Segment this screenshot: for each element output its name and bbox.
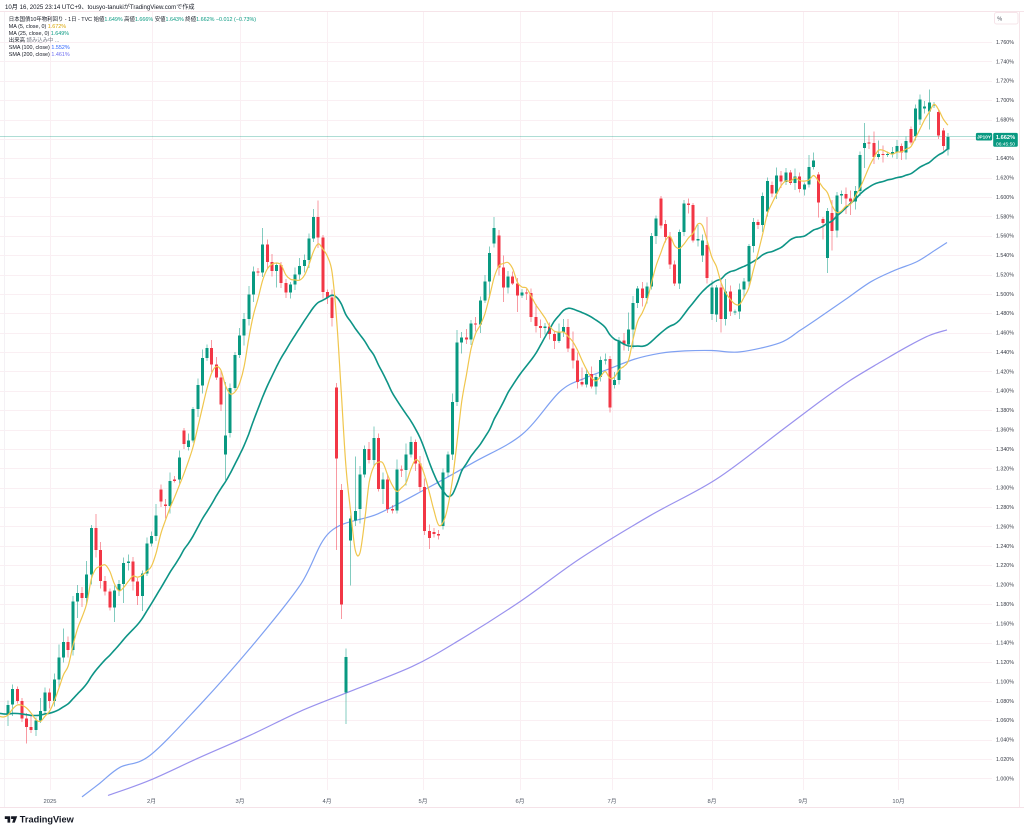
svg-text:1.700%: 1.700% [996, 98, 1014, 104]
svg-text:1.520%: 1.520% [996, 273, 1014, 279]
svg-text:1.340%: 1.340% [996, 447, 1014, 453]
svg-text:1.580%: 1.580% [996, 214, 1014, 220]
svg-text:6月: 6月 [515, 798, 524, 805]
svg-text:出来高 読み込み中 ...: 出来高 読み込み中 ... [9, 36, 60, 44]
svg-text:1.662%: 1.662% [996, 135, 1015, 141]
svg-text:TradingView: TradingView [20, 815, 75, 825]
svg-text:9月: 9月 [798, 798, 807, 805]
svg-text:5月: 5月 [418, 798, 427, 805]
svg-text:1.000%: 1.000% [996, 776, 1014, 782]
svg-text:1.020%: 1.020% [996, 757, 1014, 763]
svg-text:1.160%: 1.160% [996, 621, 1014, 627]
svg-text:3月: 3月 [235, 798, 244, 805]
svg-text:1.760%: 1.760% [996, 40, 1014, 46]
svg-text:8月: 8月 [707, 798, 716, 805]
svg-text:1.480%: 1.480% [996, 311, 1014, 317]
svg-text:JP10Y: JP10Y [977, 135, 992, 140]
svg-text:1.460%: 1.460% [996, 331, 1014, 337]
svg-text:1.440%: 1.440% [996, 350, 1014, 356]
svg-text:1.560%: 1.560% [996, 234, 1014, 240]
svg-text:10月: 10月 [892, 798, 904, 805]
svg-text:1.040%: 1.040% [996, 738, 1014, 744]
svg-text:1.380%: 1.380% [996, 408, 1014, 414]
svg-text:4月: 4月 [322, 798, 331, 805]
svg-text:MA (5, close, 0) 1.672%: MA (5, close, 0) 1.672% [9, 24, 66, 30]
svg-text:1.620%: 1.620% [996, 176, 1014, 182]
svg-text:1.200%: 1.200% [996, 583, 1014, 589]
svg-text:1.500%: 1.500% [996, 292, 1014, 298]
svg-text:SMA (200, close) 1.461%: SMA (200, close) 1.461% [9, 52, 70, 58]
svg-text:1.240%: 1.240% [996, 544, 1014, 550]
svg-text:06:45:50: 06:45:50 [996, 142, 1015, 148]
svg-text:1.400%: 1.400% [996, 389, 1014, 395]
svg-text:1.600%: 1.600% [996, 195, 1014, 201]
svg-text:1.060%: 1.060% [996, 718, 1014, 724]
svg-text:1.100%: 1.100% [996, 679, 1014, 685]
svg-text:7月: 7月 [607, 798, 616, 805]
svg-text:1.420%: 1.420% [996, 369, 1014, 375]
svg-text:1.360%: 1.360% [996, 428, 1014, 434]
svg-text:1.680%: 1.680% [996, 117, 1014, 123]
svg-text:10月 16, 2025 23:14 UTC+9、tousy: 10月 16, 2025 23:14 UTC+9、tousyo-tanukiがT… [5, 3, 195, 11]
svg-text:1.740%: 1.740% [996, 59, 1014, 65]
svg-text:1.180%: 1.180% [996, 602, 1014, 608]
svg-text:1.720%: 1.720% [996, 79, 1014, 85]
svg-text:2025: 2025 [44, 799, 57, 805]
svg-text:1.260%: 1.260% [996, 524, 1014, 530]
svg-text:%: % [997, 16, 1002, 22]
svg-text:1.140%: 1.140% [996, 641, 1014, 647]
svg-text:1.080%: 1.080% [996, 699, 1014, 705]
svg-text:1.320%: 1.320% [996, 466, 1014, 472]
svg-text:SMA (100, close) 1.552%: SMA (100, close) 1.552% [9, 45, 70, 51]
svg-text:2月: 2月 [147, 798, 156, 805]
svg-text:1.300%: 1.300% [996, 486, 1014, 492]
svg-text:日本国債10年物利回り - 1日 - TVC 始値1.649: 日本国債10年物利回り - 1日 - TVC 始値1.649% 高値1.666%… [9, 15, 256, 23]
svg-text:1.220%: 1.220% [996, 563, 1014, 569]
svg-text:1.540%: 1.540% [996, 253, 1014, 259]
svg-text:1.640%: 1.640% [996, 156, 1014, 162]
svg-text:1.280%: 1.280% [996, 505, 1014, 511]
svg-text:1.120%: 1.120% [996, 660, 1014, 666]
svg-text:MA (25, close, 0) 1.649%: MA (25, close, 0) 1.649% [9, 31, 69, 37]
